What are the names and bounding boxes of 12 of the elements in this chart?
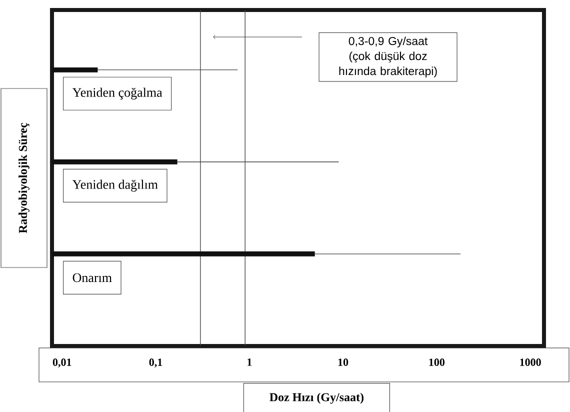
x-tick-label: 100 — [429, 358, 444, 366]
y-tick-label: Yeniden dağılım — [72, 180, 158, 192]
annotation: 0,3-0,9 Gy/saat (çok düşük doz hızında brakiterapi) — [339, 36, 437, 78]
y-tick-label: Onarım — [72, 273, 112, 282]
x-axis-title: Doz Hızı (Gy/saat) — [270, 392, 364, 404]
y-axis-title: Radyobiyolojik Süreç — [18, 122, 30, 234]
x-tick-label: 10 — [338, 358, 348, 366]
y-tick-label: Yeniden çoğalma — [72, 88, 162, 100]
x-tick-label: 0,1 — [149, 358, 162, 368]
x-tick-label: 1 — [248, 358, 252, 366]
x-tick-label: 0,01 — [52, 358, 72, 368]
x-tick-label: 1000 — [520, 358, 541, 366]
